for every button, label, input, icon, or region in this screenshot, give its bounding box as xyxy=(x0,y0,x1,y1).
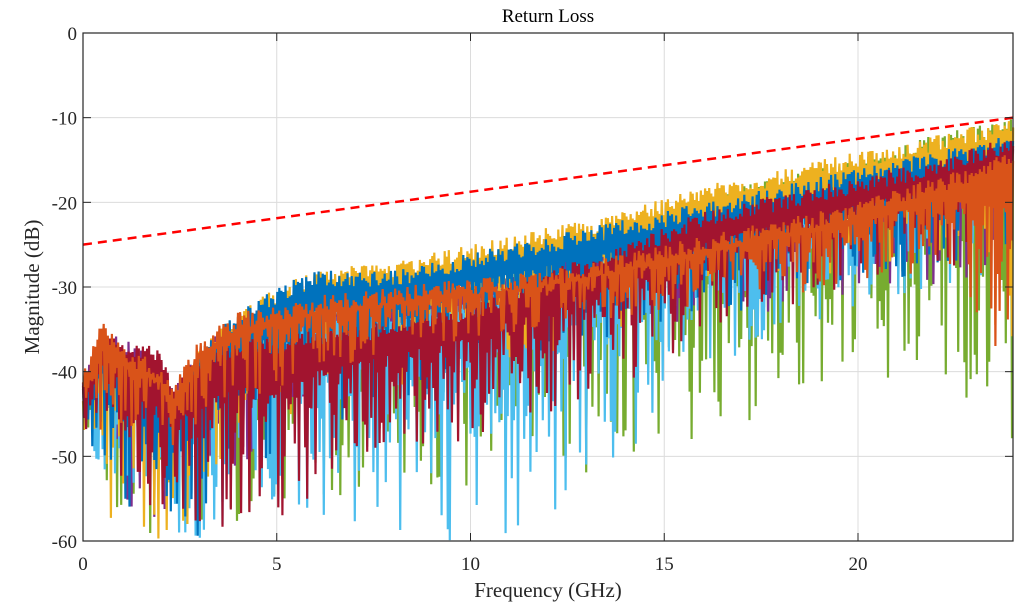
y-tick-label: -10 xyxy=(52,109,77,130)
y-tick-label: -50 xyxy=(52,447,77,468)
limit-line xyxy=(82,116,1014,246)
chart-title: Return Loss xyxy=(502,6,594,27)
x-tick-label: 10 xyxy=(461,554,480,575)
x-tick-label: 20 xyxy=(849,554,868,575)
series-line-7 xyxy=(81,155,1015,446)
limit-layer xyxy=(82,116,1014,246)
x-tick-label: 0 xyxy=(78,554,88,575)
x-axis-label: Frequency (GHz) xyxy=(474,578,622,602)
y-tick-label: 0 xyxy=(68,24,78,45)
series-layer xyxy=(81,119,1015,541)
x-tick-labels: 0 5 10 15 20 xyxy=(78,554,867,575)
y-tick-label: -30 xyxy=(52,278,77,299)
y-tick-label: -20 xyxy=(52,193,77,214)
y-tick-labels: 0 -10 -20 -30 -40 -50 -60 xyxy=(52,24,77,553)
y-tick-label: -60 xyxy=(52,532,77,553)
ticks xyxy=(82,32,1013,542)
y-tick-label: -40 xyxy=(52,363,77,384)
x-tick-label: 15 xyxy=(655,554,674,575)
y-axis-label: Magnitude (dB) xyxy=(20,220,44,355)
x-tick-label: 5 xyxy=(272,554,282,575)
